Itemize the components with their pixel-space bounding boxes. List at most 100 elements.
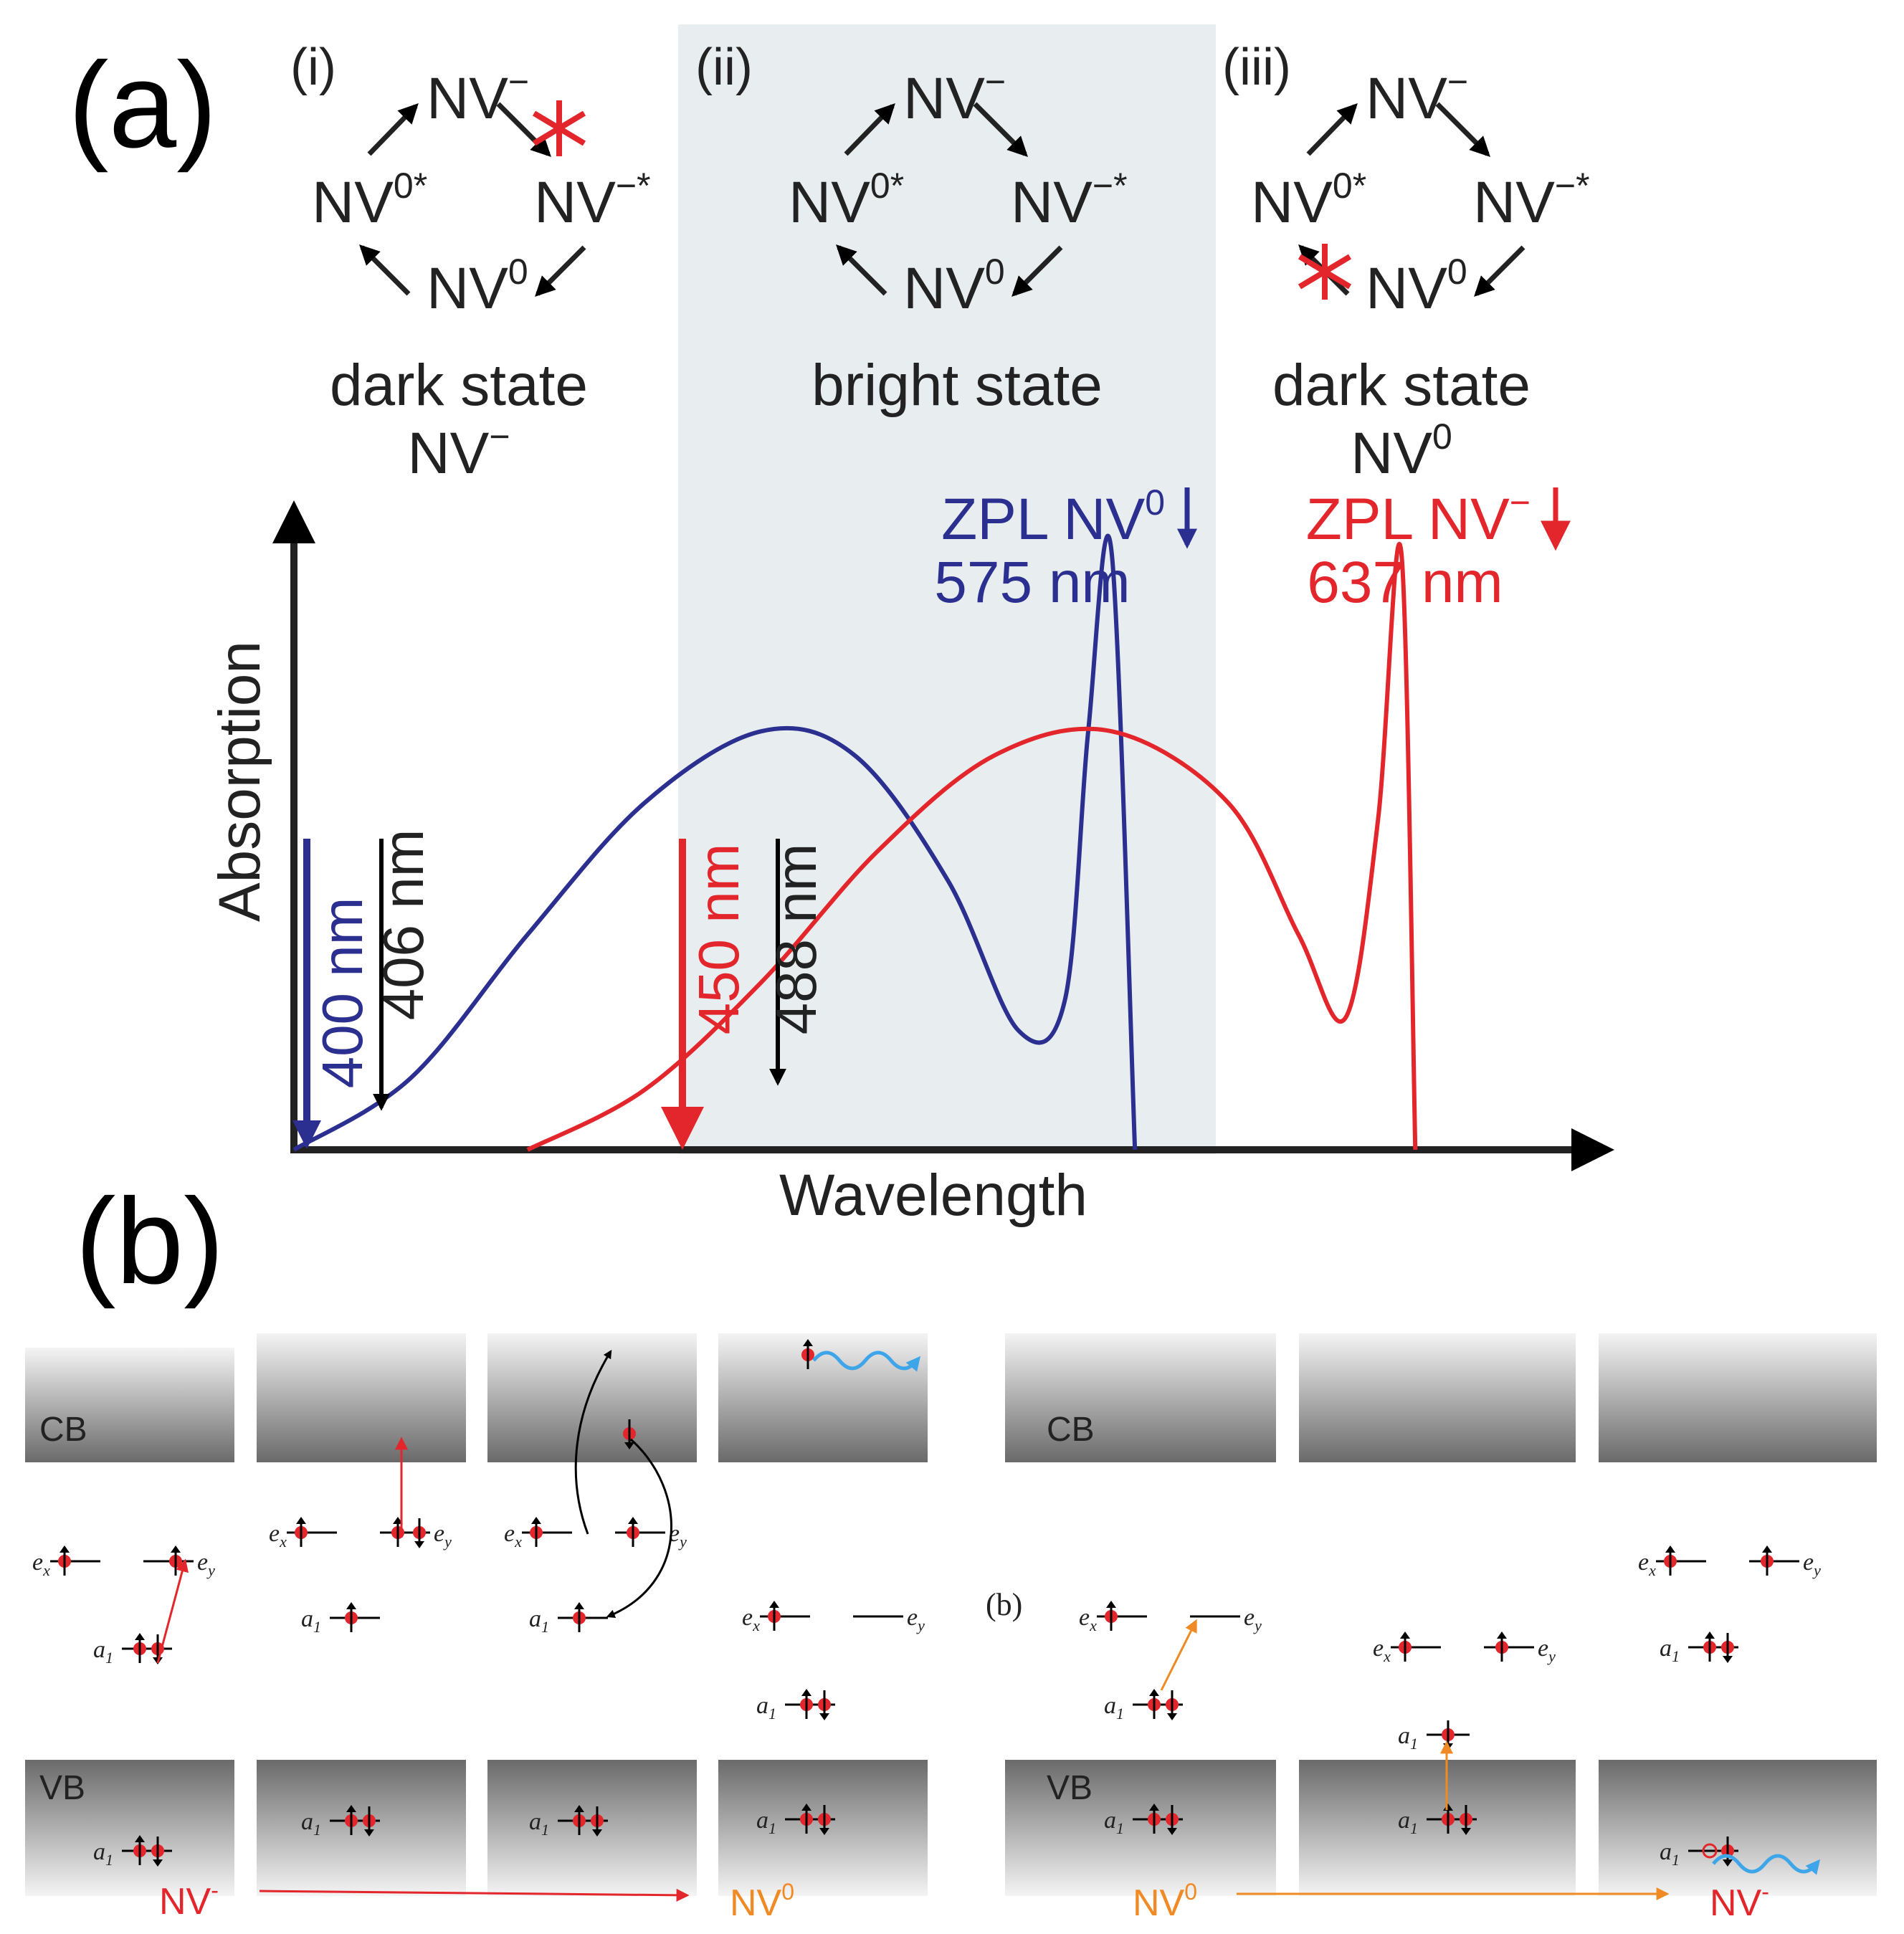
- arrow-top-to-right: [496, 102, 551, 157]
- level-label: a1: [529, 1809, 549, 1839]
- arrow-bottom-to-left: [359, 244, 411, 296]
- nvm-absorption-curve: [526, 542, 1418, 1152]
- level-label: ex: [504, 1520, 522, 1550]
- arrow-top-to-right: [973, 102, 1028, 157]
- process-left-end: NV0: [730, 1879, 794, 1924]
- absorption-chart: Absorption Wavelength ZPL NV0 575 nm ZPL…: [207, 482, 1614, 1228]
- level-label: a1: [529, 1606, 549, 1636]
- spin-arrowhead: [364, 1829, 374, 1837]
- panel-b-label: (b): [75, 1173, 224, 1310]
- level-label: a1: [756, 1692, 776, 1723]
- cycle-roman-label: (ii): [695, 39, 753, 96]
- vb-block: [1299, 1760, 1576, 1896]
- spin-arrowhead: [803, 1339, 813, 1346]
- spin-arrowhead: [628, 1517, 638, 1524]
- cb-block: [487, 1333, 697, 1462]
- cb-block: [1599, 1333, 1877, 1462]
- spin-arrowhead: [1400, 1631, 1410, 1639]
- arrow-left-to-top: [844, 103, 895, 156]
- spin-arrowhead: [1106, 1601, 1116, 1608]
- cycle-bottom-state: NV0: [903, 252, 1005, 321]
- spin-arrowhead: [1762, 1545, 1772, 1553]
- level-label: ey: [1803, 1549, 1821, 1579]
- vb-block: [1005, 1760, 1276, 1896]
- arrow-right-to-bottom: [535, 245, 586, 297]
- zpl-nvm-value: 637 nm: [1307, 550, 1503, 615]
- arrow-top-to-right: [1435, 102, 1490, 157]
- level-label: ex: [1373, 1635, 1391, 1665]
- spin-arrowhead: [1443, 1743, 1453, 1750]
- cb-block: [1005, 1333, 1276, 1462]
- electron-return-arrow: [606, 1438, 672, 1618]
- vb-block: [25, 1760, 234, 1896]
- spin-arrowhead: [819, 1713, 829, 1720]
- spin-arrowhead: [346, 1805, 356, 1812]
- level-label: a1: [301, 1606, 321, 1636]
- level-label: a1: [301, 1809, 321, 1839]
- process-right-end: NV-: [1710, 1879, 1769, 1924]
- level-label: ex: [269, 1520, 287, 1550]
- vb-block: [487, 1760, 697, 1896]
- spin-arrowhead: [1497, 1631, 1507, 1639]
- spin-arrowhead: [624, 1442, 634, 1449]
- cycle-ii: (ii) NV− NV0* NV−* NV0 bright state: [695, 39, 1128, 418]
- level-label: a1: [1398, 1807, 1418, 1837]
- spin-arrowhead: [135, 1835, 145, 1842]
- process-left-arrow: [259, 1888, 690, 1902]
- spin-arrowhead: [1167, 1713, 1177, 1720]
- panel-a-label: (a): [68, 37, 217, 173]
- cycle-bottom-state: NV0: [1366, 252, 1467, 321]
- spin-arrowhead: [801, 1689, 811, 1696]
- level-label: a1: [93, 1839, 113, 1869]
- cb-block: [257, 1333, 466, 1462]
- x-axis-label: Wavelength: [779, 1163, 1087, 1228]
- cycle-right-state: NV−*: [1473, 166, 1590, 235]
- cycle-right-state: NV−*: [534, 166, 651, 235]
- cycle-bottom-state: NV0: [427, 252, 528, 321]
- cycle-caption-state: NV−: [407, 416, 510, 486]
- spin-arrowhead: [1705, 1631, 1715, 1639]
- process-left-start: NV-: [159, 1877, 219, 1923]
- cycle-top-state: NV−: [903, 62, 1006, 131]
- level-label: ex: [32, 1549, 50, 1579]
- blocked-transition-star: [1298, 244, 1352, 300]
- y-axis-label: Absorption: [207, 641, 272, 922]
- inner-b-label: (b): [986, 1587, 1022, 1622]
- spin-arrowhead: [60, 1545, 70, 1553]
- level-label: a1: [1398, 1723, 1418, 1753]
- level-label: ex: [1079, 1604, 1097, 1634]
- level-label: a1: [1104, 1692, 1124, 1723]
- spin-arrowhead: [1149, 1689, 1159, 1696]
- spin-arrowhead: [171, 1545, 181, 1553]
- cb-block: [1299, 1333, 1576, 1462]
- vb-label: VB: [1047, 1769, 1093, 1807]
- spin-arrowhead: [153, 1859, 163, 1867]
- orange-excitation-arrow: [1160, 1619, 1197, 1691]
- level-label: a1: [756, 1807, 776, 1837]
- level-label: ey: [434, 1520, 452, 1550]
- vb-label: VB: [39, 1769, 85, 1807]
- level-label: ey: [1538, 1635, 1556, 1665]
- level-label: ex: [742, 1604, 760, 1634]
- level-label: a1: [1104, 1807, 1124, 1837]
- process-right-start: NV0: [1133, 1879, 1197, 1924]
- excitation-arrow: [156, 1558, 189, 1664]
- spin-arrowhead: [1167, 1828, 1177, 1835]
- cycle-caption: dark state: [330, 353, 588, 418]
- spin-arrowhead: [1723, 1859, 1733, 1867]
- zpl-nvm-label: ZPL NV−: [1306, 482, 1531, 552]
- vb-block: [257, 1760, 466, 1896]
- cycle-iii: (iii) NV− NV0* NV−* NV0 dark state NV0: [1222, 39, 1590, 486]
- photon-emission-bottom: [1712, 1854, 1821, 1875]
- cb-block: [25, 1348, 234, 1462]
- level-label: a1: [1660, 1839, 1680, 1869]
- cycle-caption: dark state: [1272, 353, 1531, 418]
- cycle-i: (i) NV− NV0* NV−* NV0 dark state NV−: [290, 39, 651, 486]
- photon-emission-top: [812, 1351, 921, 1372]
- cb-label: CB: [39, 1411, 87, 1449]
- level-label: ex: [1638, 1549, 1656, 1579]
- cycle-left-state: NV0*: [789, 166, 904, 235]
- blocked-transition-star: [532, 100, 586, 156]
- spin-arrowhead: [819, 1828, 829, 1835]
